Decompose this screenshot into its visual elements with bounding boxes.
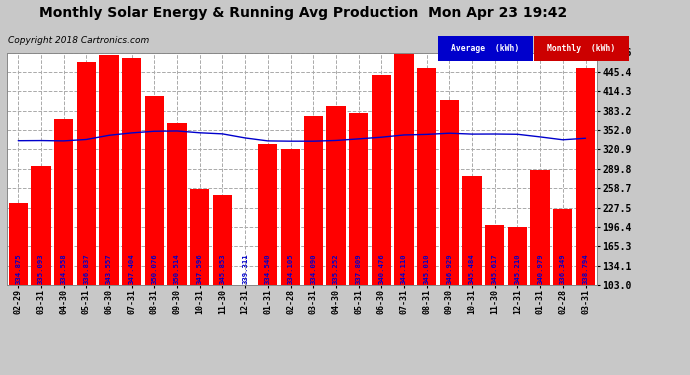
- Bar: [531, 171, 550, 349]
- Text: 350.076: 350.076: [151, 254, 157, 284]
- Bar: [258, 144, 277, 349]
- Bar: [8, 204, 28, 349]
- Text: 343.557: 343.557: [106, 254, 112, 284]
- Bar: [213, 195, 232, 349]
- Bar: [168, 123, 187, 349]
- Text: 334.540: 334.540: [265, 254, 271, 284]
- Bar: [122, 58, 141, 349]
- Text: 337.809: 337.809: [355, 254, 362, 284]
- Text: 350.514: 350.514: [174, 254, 180, 284]
- Text: 346.929: 346.929: [446, 254, 453, 284]
- Bar: [281, 149, 300, 349]
- Bar: [31, 165, 50, 349]
- Text: 344.110: 344.110: [401, 254, 407, 284]
- Bar: [395, 52, 413, 349]
- Bar: [508, 227, 527, 349]
- Text: 347.596: 347.596: [197, 254, 203, 284]
- Text: 345.010: 345.010: [424, 254, 430, 284]
- Text: 334.090: 334.090: [310, 254, 316, 284]
- Bar: [553, 209, 573, 349]
- Text: 345.210: 345.210: [515, 254, 520, 284]
- Text: 345.617: 345.617: [492, 254, 497, 284]
- Text: 340.979: 340.979: [537, 254, 543, 284]
- Text: 336.837: 336.837: [83, 254, 89, 284]
- Text: 334.105: 334.105: [288, 254, 293, 284]
- Bar: [235, 285, 255, 349]
- Text: 335.093: 335.093: [38, 254, 44, 284]
- Text: 345.484: 345.484: [469, 254, 475, 284]
- Bar: [145, 96, 164, 349]
- Bar: [349, 112, 368, 349]
- Bar: [326, 106, 346, 349]
- Text: 336.349: 336.349: [560, 254, 566, 284]
- Bar: [372, 75, 391, 349]
- Text: 345.853: 345.853: [219, 254, 226, 284]
- Text: 334.875: 334.875: [15, 254, 21, 284]
- Text: 338.794: 338.794: [582, 254, 589, 284]
- Text: 347.404: 347.404: [129, 254, 135, 284]
- Text: 334.558: 334.558: [61, 254, 67, 284]
- Text: 335.252: 335.252: [333, 254, 339, 284]
- Text: Average  (kWh): Average (kWh): [451, 44, 520, 53]
- Bar: [304, 116, 323, 349]
- Bar: [462, 176, 482, 349]
- Bar: [485, 225, 504, 349]
- Bar: [99, 56, 119, 349]
- Bar: [576, 68, 595, 349]
- Bar: [440, 100, 459, 349]
- Text: Monthly  (kWh): Monthly (kWh): [547, 44, 615, 53]
- Text: 339.311: 339.311: [242, 254, 248, 284]
- Text: 340.476: 340.476: [378, 254, 384, 284]
- Bar: [54, 119, 73, 349]
- Text: Monthly Solar Energy & Running Avg Production  Mon Apr 23 19:42: Monthly Solar Energy & Running Avg Produ…: [39, 6, 568, 20]
- Text: Copyright 2018 Cartronics.com: Copyright 2018 Cartronics.com: [8, 36, 150, 45]
- Bar: [77, 62, 96, 349]
- Bar: [190, 189, 209, 349]
- Bar: [417, 68, 436, 349]
